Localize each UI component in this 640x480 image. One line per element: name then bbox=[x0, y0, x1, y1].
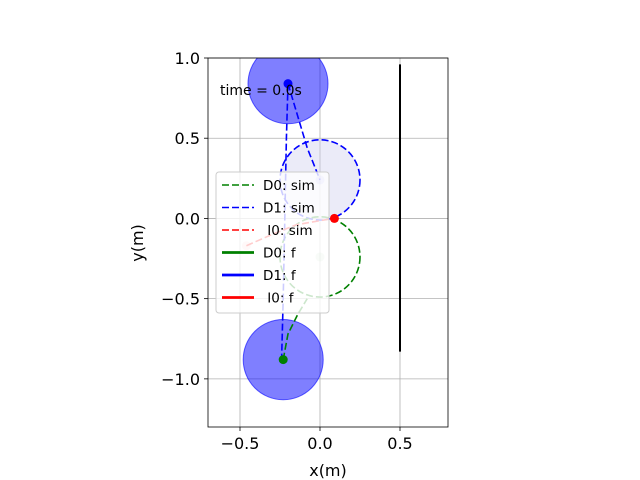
y-tick-label-1: 0.5 bbox=[175, 129, 200, 148]
legend-label-4: D1: f bbox=[263, 268, 297, 284]
plot-border bbox=[207, 57, 449, 428]
legend-label-1: D1: sim bbox=[263, 201, 315, 217]
legend-label-2: I0: sim bbox=[263, 223, 313, 239]
legend-label-3: D0: f bbox=[263, 246, 297, 262]
x-axis-label: x(m) bbox=[309, 461, 347, 480]
y-tick-label-3: −0.5 bbox=[161, 290, 200, 309]
y-tick-label-0: 1.0 bbox=[175, 49, 200, 68]
legend-label-5: I0: f bbox=[263, 291, 295, 307]
series-line-2 bbox=[287, 83, 321, 181]
legend: D0: sim D1: sim I0: sim D0: f D1: f I0: f bbox=[215, 171, 330, 314]
marker-d0 bbox=[278, 355, 288, 365]
circle-d1-capture-range bbox=[247, 58, 329, 125]
x-tick-label-2: 0.5 bbox=[387, 434, 412, 453]
y-axis-label: y(m) bbox=[128, 224, 147, 262]
y-tick-label-4: −1.0 bbox=[161, 370, 200, 389]
y-tick-label-2: 0.0 bbox=[175, 209, 200, 228]
x-tick-label-0: −0.5 bbox=[221, 434, 260, 453]
axes-frame bbox=[207, 57, 449, 428]
x-tick-label-1: 0.0 bbox=[307, 434, 332, 453]
marker-i0 bbox=[329, 213, 339, 223]
time-annotation: time = 0.0s bbox=[220, 83, 302, 99]
legend-label-0: D0: sim bbox=[263, 178, 315, 194]
marker-d1 bbox=[283, 79, 293, 89]
ticks: −0.5 0.0 0.5 1.0 0.5 0.0 −0.5 −1.0 bbox=[161, 49, 413, 453]
